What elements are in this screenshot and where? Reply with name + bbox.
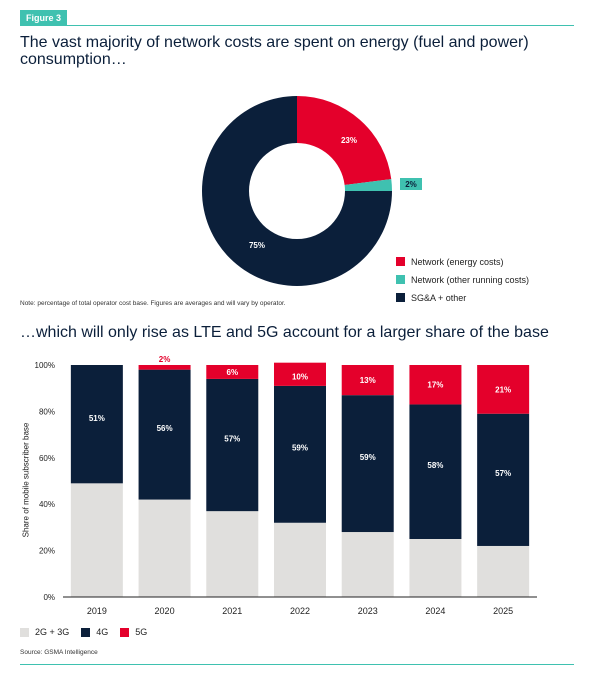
top-divider: [20, 25, 574, 26]
bar-segment: [341, 365, 394, 396]
legend-item-energy: Network (energy costs): [396, 255, 529, 268]
bar-data-label: 51%: [89, 414, 105, 423]
bar-segment: [341, 395, 394, 533]
x-tick-label: 2022: [290, 606, 310, 616]
legend-item-4g: 4G: [81, 627, 108, 637]
legend-item-other-running: Network (other running costs): [396, 273, 529, 286]
bar-chart-title: …which will only rise as LTE and 5G acco…: [20, 324, 549, 341]
legend-swatch-5g: [120, 627, 130, 637]
bottom-divider: [20, 664, 574, 665]
bar-segment: [341, 532, 394, 597]
x-tick-label: 2024: [425, 606, 445, 616]
source-text: Source: GSMA Intelligence: [20, 649, 98, 656]
legend-swatch-other-running: [396, 275, 405, 284]
bar-segment: [477, 413, 530, 546]
y-tick-label: 20%: [39, 547, 55, 556]
bar-data-label: 59%: [292, 443, 308, 452]
y-tick-label: 0%: [43, 593, 55, 602]
donut-slice: [297, 96, 392, 185]
donut-slice: [202, 96, 392, 286]
legend-swatch-2g3g: [20, 627, 29, 637]
figure-label: Figure 3: [20, 10, 68, 26]
bar-segment: [138, 365, 191, 370]
legend-swatch-4g: [81, 627, 91, 637]
x-tick-label: 2023: [358, 606, 378, 616]
bar-segment: [206, 378, 259, 512]
x-tick-label: 2020: [155, 606, 175, 616]
legend-item-5g: 5G: [120, 627, 147, 637]
bar-segment: [477, 545, 530, 597]
legend-label-5g: 5G: [135, 627, 148, 637]
bar-data-label: 57%: [224, 434, 240, 443]
legend-item-2g3g: 2G + 3G: [20, 627, 69, 637]
legend-label-energy: Network (energy costs): [411, 256, 504, 267]
bar-data-label: 57%: [495, 469, 511, 478]
bar-data-label: 21%: [495, 385, 511, 394]
bar-segment: [138, 499, 191, 597]
y-tick-label: 60%: [39, 454, 55, 463]
bar-data-label: 17%: [427, 381, 443, 390]
legend-label-4g: 4G: [96, 627, 109, 637]
y-tick-label: 80%: [39, 407, 55, 416]
bar-segment: [409, 404, 462, 539]
donut-chart-title: The vast majority of network costs are s…: [20, 34, 529, 68]
legend-item-sga: SG&A + other: [396, 291, 529, 304]
bar-legend: 2G + 3G 4G 5G: [20, 627, 159, 637]
bar-data-label: 6%: [227, 368, 239, 377]
bar-data-label: 10%: [292, 373, 308, 382]
donut-chart: 23% 2% 75%: [202, 96, 422, 286]
bar-segment: [138, 369, 191, 500]
x-tick-label: 2019: [87, 606, 107, 616]
bar-data-label: 58%: [427, 461, 443, 470]
legend-label-sga: SG&A + other: [411, 292, 467, 303]
x-tick-label: 2021: [222, 606, 242, 616]
y-tick-label: 40%: [39, 500, 55, 509]
donut-label-box: [400, 178, 422, 190]
legend-label-other-running: Network (other running costs): [411, 274, 530, 285]
x-tick-label: 2025: [493, 606, 513, 616]
legend-swatch-sga: [396, 293, 405, 302]
bar-segment: [274, 385, 326, 523]
donut-legend: Network (energy costs) Network (other ru…: [396, 255, 529, 309]
bar-data-label: 59%: [360, 453, 376, 462]
legend-swatch-energy: [396, 257, 405, 266]
bar-segment: [70, 483, 123, 597]
bar-data-label: 2%: [159, 355, 171, 364]
bar-segment: [274, 522, 326, 597]
legend-label-2g3g: 2G + 3G: [35, 627, 70, 637]
bar-segment: [206, 365, 259, 379]
bar-segment: [409, 365, 462, 405]
note-text: Note: percentage of total operator cost …: [20, 300, 286, 307]
bar-segment: [274, 362, 326, 386]
donut-slice: [344, 179, 392, 191]
donut-slice-label: 75%: [249, 241, 265, 250]
bar-segment: [477, 365, 530, 414]
bar-data-label: 56%: [157, 424, 173, 433]
bar-segment: [70, 365, 123, 484]
bar-segment: [206, 511, 259, 597]
y-tick-label: 100%: [35, 361, 55, 370]
bar-data-label: 13%: [360, 376, 376, 385]
bar-segment: [409, 539, 462, 597]
donut-slice-label: 2%: [405, 180, 417, 189]
donut-slice-label: 23%: [341, 136, 357, 145]
